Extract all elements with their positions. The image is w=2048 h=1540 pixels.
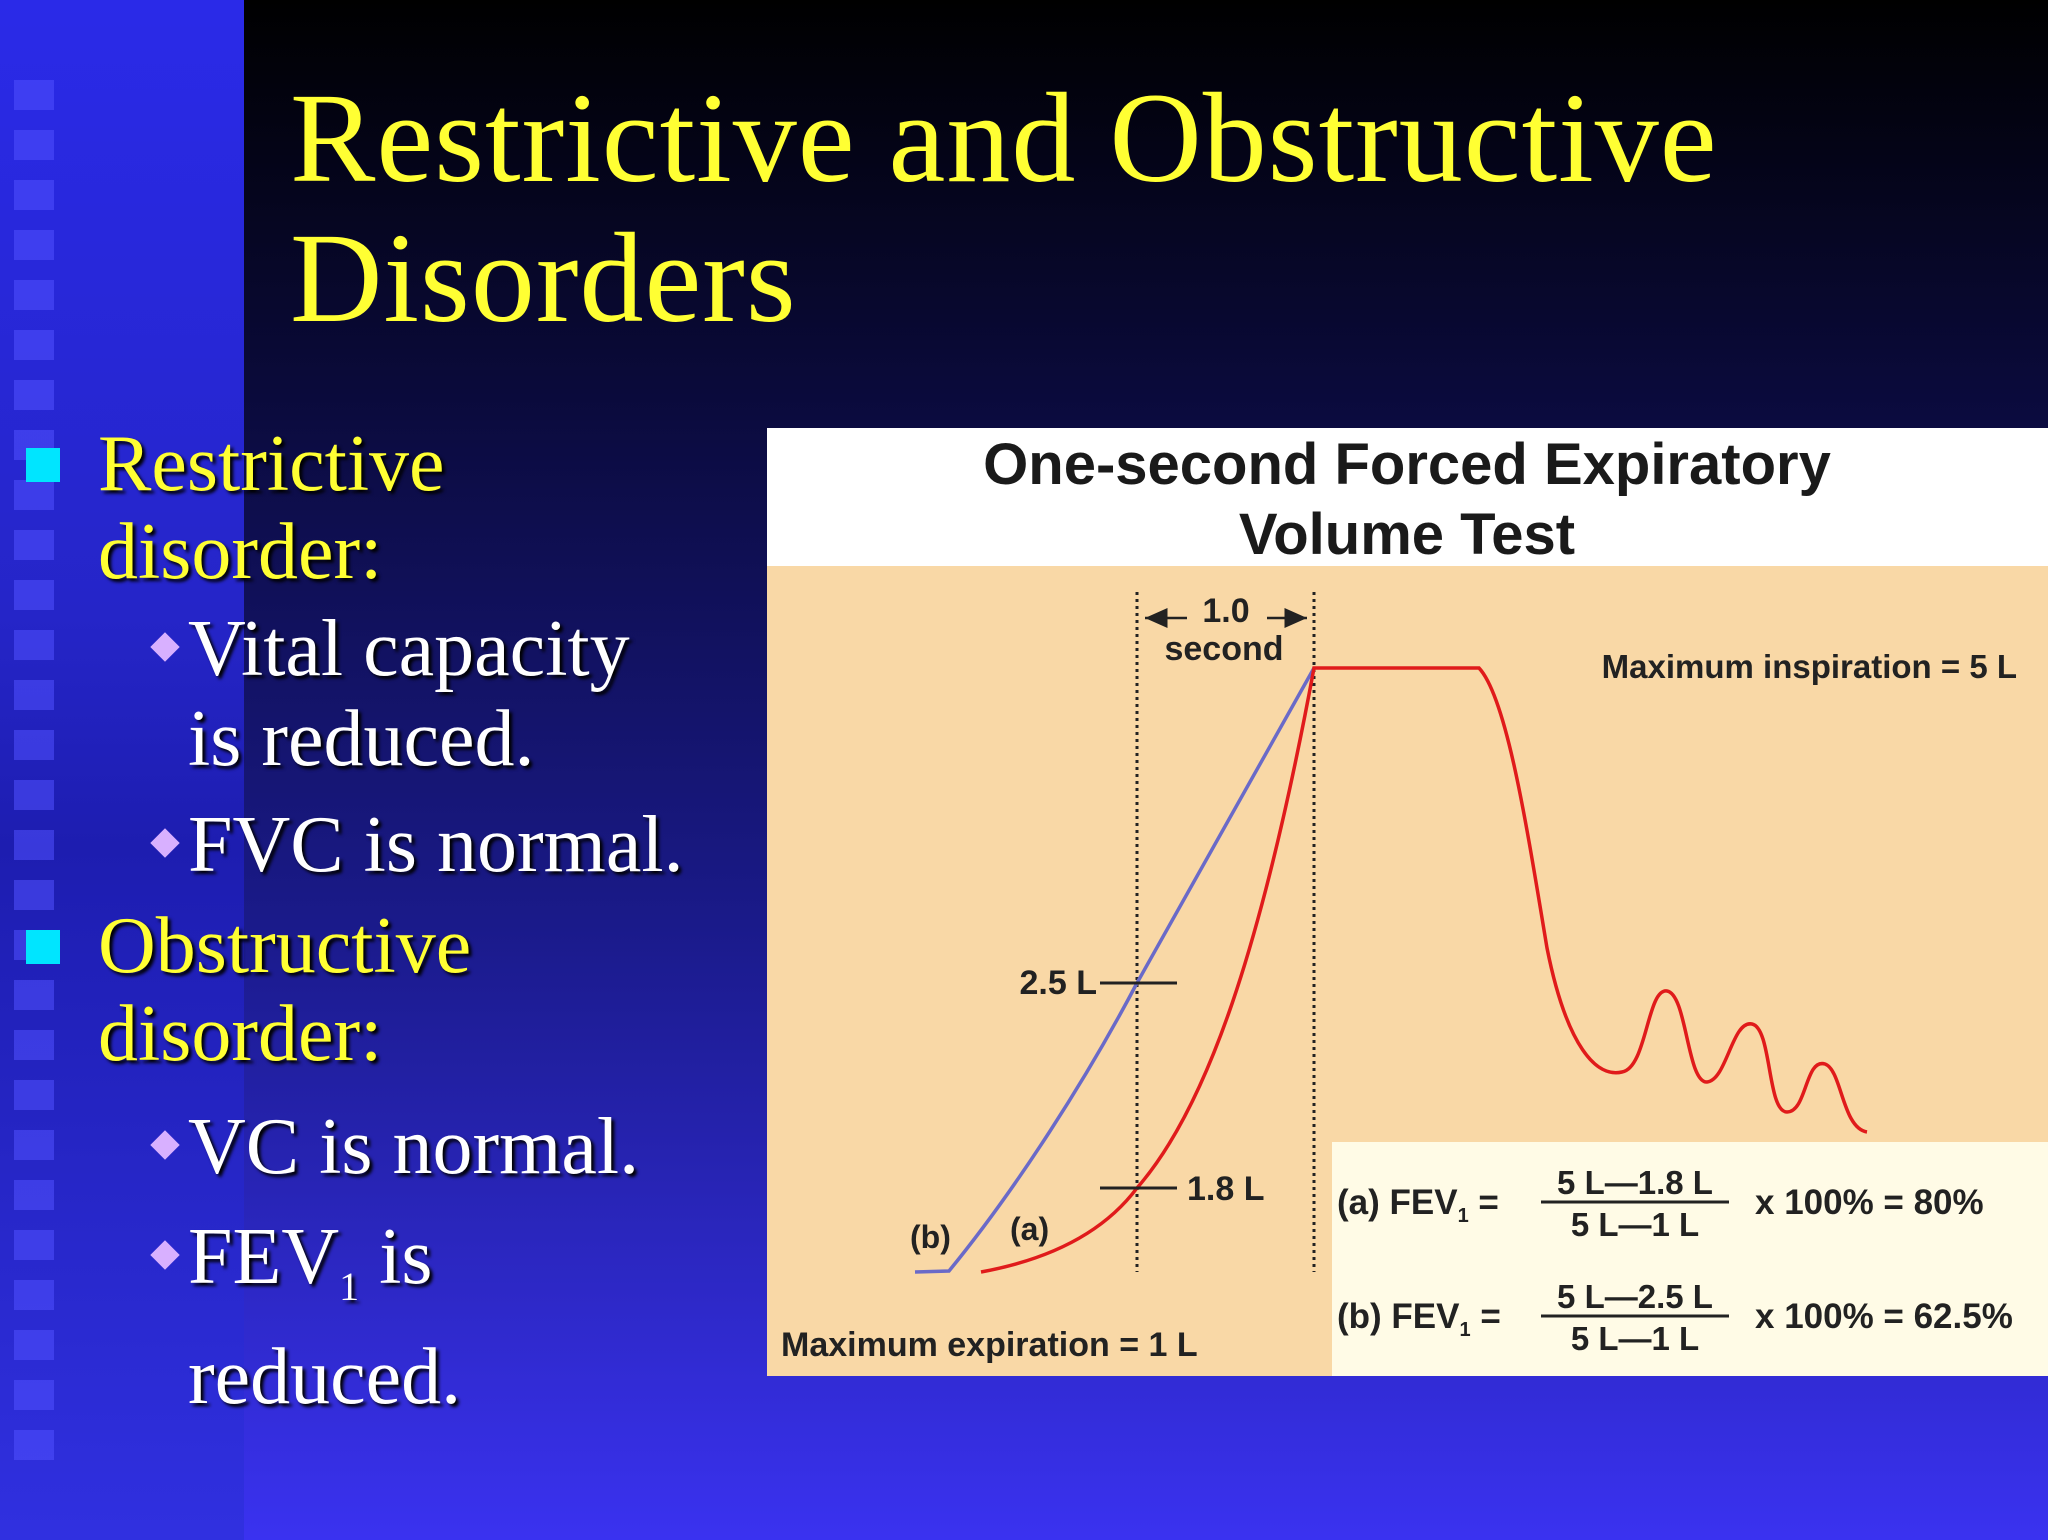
sub-bullet-vital-capacity: Vital capacity is reduced. bbox=[20, 604, 740, 784]
equation-a-denominator: 5 L—1 L bbox=[1571, 1206, 1699, 1243]
diamond-bullet-icon bbox=[150, 1240, 180, 1270]
sub-bullet-text-line2: reduced. bbox=[188, 1333, 462, 1421]
equation-a-subscript: 1 bbox=[1458, 1205, 1469, 1227]
svg-text:(b) FEV1 =: (b) FEV1 = bbox=[1337, 1297, 1501, 1341]
fev1-figure: One-second Forced Expiratory Volume Test… bbox=[767, 428, 2048, 1376]
equation-b-denominator: 5 L—1 L bbox=[1571, 1320, 1699, 1357]
formula-box bbox=[1332, 1142, 2048, 1376]
mark-1-8-l: 1.8 L bbox=[1187, 1170, 1264, 1208]
diagram-title-line1: One-second Forced Expiratory bbox=[983, 432, 1831, 497]
equation-b: (b) FEV1 = 5 L—2.5 L 5 L—1 L x 100% = 62… bbox=[1337, 1278, 2013, 1357]
slide-title: Restrictive and Obstructive Disorders bbox=[290, 68, 1718, 348]
equation-a-result: x 100% = 80% bbox=[1755, 1183, 1984, 1222]
fev1-diagram: One-second Forced Expiratory Volume Test… bbox=[767, 432, 2048, 1376]
fev-text: FEV bbox=[188, 1213, 340, 1301]
diamond-bullet-icon bbox=[150, 828, 180, 858]
bullet-obstructive: Obstructive disorder: bbox=[20, 902, 740, 1078]
sub-bullet-text-line1: Vital capacity bbox=[188, 605, 630, 693]
restrictive-heading-line1: Restrictive bbox=[98, 420, 445, 508]
equation-a-prefix: (a) FEV bbox=[1337, 1183, 1458, 1222]
equation-b-subscript: 1 bbox=[1459, 1319, 1470, 1341]
square-bullet-icon bbox=[26, 448, 60, 482]
fev-subscript: 1 bbox=[339, 1264, 360, 1309]
sub-bullet-text: VC is normal. bbox=[188, 1103, 640, 1191]
obstructive-heading-line1: Obstructive bbox=[98, 902, 472, 990]
fev-text-post: is bbox=[359, 1213, 433, 1301]
restrictive-heading-line2: disorder: bbox=[98, 508, 383, 596]
slide-title-line2: Disorders bbox=[290, 207, 797, 349]
interval-value: 1.0 bbox=[1202, 592, 1249, 630]
curve-a-label: (a) bbox=[1010, 1211, 1049, 1247]
square-bullet-icon bbox=[26, 930, 60, 964]
curve-a bbox=[980, 666, 1868, 1274]
equation-a-equals: = bbox=[1469, 1183, 1499, 1222]
svg-text:(a) FEV1 =: (a) FEV1 = bbox=[1337, 1183, 1499, 1227]
equation-b-result: x 100% = 62.5% bbox=[1755, 1297, 2013, 1336]
diamond-bullet-icon bbox=[150, 1130, 180, 1160]
sub-bullet-fvc: FVC is normal. bbox=[20, 800, 740, 890]
equation-b-prefix: (b) FEV bbox=[1337, 1297, 1460, 1336]
side-squares-decoration bbox=[14, 80, 54, 1460]
equation-b-numerator: 5 L—2.5 L bbox=[1557, 1278, 1713, 1315]
sub-bullet-vc: VC is normal. bbox=[20, 1102, 740, 1192]
sub-bullet-text: FVC is normal. bbox=[188, 801, 684, 889]
max-expiration-label: Maximum expiration = 1 L bbox=[781, 1326, 1198, 1364]
bullet-restrictive: Restrictive disorder: bbox=[20, 420, 740, 596]
max-inspiration-label: Maximum inspiration = 5 L bbox=[1602, 648, 2017, 685]
equation-b-equals: = bbox=[1471, 1297, 1501, 1336]
sub-bullet-fev1: FEV1 is reduced. bbox=[20, 1212, 740, 1422]
equation-a-numerator: 5 L—1.8 L bbox=[1557, 1164, 1713, 1201]
sub-bullet-text-line2: is reduced. bbox=[188, 695, 535, 783]
side-strip bbox=[0, 0, 244, 1540]
bullet-list: Restrictive disorder: Vital capacity is … bbox=[20, 420, 740, 1422]
obstructive-heading-line2: disorder: bbox=[98, 990, 383, 1078]
diamond-bullet-icon bbox=[150, 632, 180, 662]
curve-b bbox=[914, 667, 1316, 1274]
diagram-title-line2: Volume Test bbox=[1239, 502, 1575, 567]
equation-a: (a) FEV1 = 5 L—1.8 L 5 L—1 L x 100% = 80… bbox=[1337, 1164, 1984, 1243]
slide-title-line1: Restrictive and Obstructive bbox=[290, 67, 1718, 209]
curve-b-label: (b) bbox=[910, 1219, 951, 1255]
interval-unit: second bbox=[1164, 630, 1283, 668]
mark-2-5-l: 2.5 L bbox=[1020, 964, 1097, 1002]
